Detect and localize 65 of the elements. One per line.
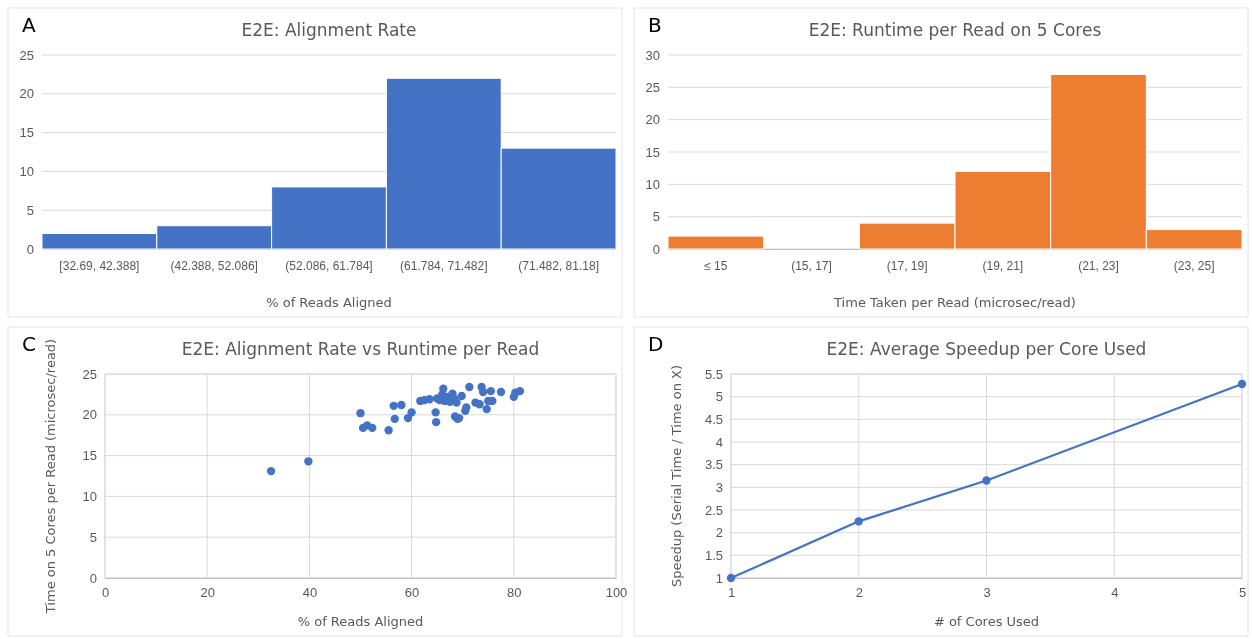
x-axis-title: % of Reads Aligned xyxy=(266,295,392,310)
y-tick-label: 0 xyxy=(652,241,660,257)
x-tick-label: 60 xyxy=(404,585,420,601)
x-axis-title: % of Reads Aligned xyxy=(297,614,424,629)
y-tick-label: 5 xyxy=(715,389,723,405)
y-tick-label: 5 xyxy=(652,209,660,225)
chart-title: E2E: Alignment Rate xyxy=(241,20,417,40)
y-tick-label: 4.5 xyxy=(704,411,723,427)
chart-title: E2E: Average Speedup per Core Used xyxy=(826,339,1147,359)
x-tick-label: 40 xyxy=(302,585,318,601)
x-tick-label: (23, 25] xyxy=(1173,258,1215,273)
x-tick-label: [32.69, 42.388] xyxy=(59,258,140,273)
text: B xyxy=(648,13,662,37)
y-tick-label: 20 xyxy=(82,407,97,423)
x-tick-label: (52.086, 61.784] xyxy=(285,258,373,273)
x-tick-label: 1 xyxy=(727,585,736,601)
x-tick-label: (21, 23] xyxy=(1078,258,1119,273)
x-tick-label: 3 xyxy=(983,585,991,601)
x-tick-label: (15, 17] xyxy=(791,258,832,273)
chart-title: E2E: Runtime per Read on 5 Cores xyxy=(808,20,1102,40)
y-tick-label: 0 xyxy=(89,570,97,586)
y-tick-label: 15 xyxy=(82,448,97,464)
y-tick-label: 20 xyxy=(19,86,34,102)
text: A xyxy=(22,13,36,37)
x-tick-label: (42.388, 52.086] xyxy=(170,258,258,273)
y-tick-label: 30 xyxy=(645,47,660,63)
x-tick-label: 5 xyxy=(1238,585,1247,601)
y-tick-label: 2 xyxy=(715,525,723,541)
y-tick-label: 3.5 xyxy=(704,457,723,473)
chart-title: E2E: Alignment Rate vs Runtime per Read xyxy=(181,339,540,359)
x-tick-label: 4 xyxy=(1111,585,1119,601)
y-tick-label: 25 xyxy=(645,79,660,95)
x-tick-label: 0 xyxy=(101,585,110,601)
x-tick-label: 20 xyxy=(200,585,215,601)
x-tick-label: 100 xyxy=(605,585,628,601)
y-tick-label: 10 xyxy=(82,489,97,505)
y-tick-label: 1 xyxy=(715,570,723,586)
text: C xyxy=(22,332,36,356)
y-tick-label: 4 xyxy=(715,434,723,450)
y-tick-label: 2.5 xyxy=(704,502,723,518)
x-tick-label: 2 xyxy=(855,585,863,601)
x-tick-label: (61.784, 71.482] xyxy=(400,258,488,273)
y-tick-label: 1.5 xyxy=(704,547,723,563)
y-tick-label: 10 xyxy=(19,164,34,180)
x-tick-label: (17, 19] xyxy=(886,258,928,273)
x-tick-label: 80 xyxy=(507,585,522,601)
x-tick-label: ≤ 15 xyxy=(704,258,728,273)
y-axis-title: Speedup (Serial Time / Time on X) xyxy=(669,364,684,588)
y-tick-label: 10 xyxy=(645,176,660,192)
text: D xyxy=(648,332,664,356)
y-tick-label: 15 xyxy=(19,125,34,141)
x-tick-label: (19, 21] xyxy=(982,258,1024,273)
x-axis-title: # of Cores Used xyxy=(933,614,1040,629)
y-tick-label: 0 xyxy=(26,241,34,257)
y-tick-label: 5.5 xyxy=(704,366,723,382)
x-tick-label: (71.482, 81.18] xyxy=(518,258,599,273)
y-tick-label: 25 xyxy=(19,47,34,63)
y-tick-label: 15 xyxy=(645,144,660,160)
y-tick-label: 5 xyxy=(89,529,97,545)
y-tick-label: 25 xyxy=(82,366,97,382)
y-tick-label: 20 xyxy=(645,112,660,128)
y-axis-title: Time on 5 Cores per Read (microsec/read) xyxy=(43,338,58,615)
y-tick-label: 3 xyxy=(715,479,723,495)
y-tick-label: 5 xyxy=(26,202,34,218)
x-axis-title: Time Taken per Read (microsec/read) xyxy=(833,295,1076,310)
